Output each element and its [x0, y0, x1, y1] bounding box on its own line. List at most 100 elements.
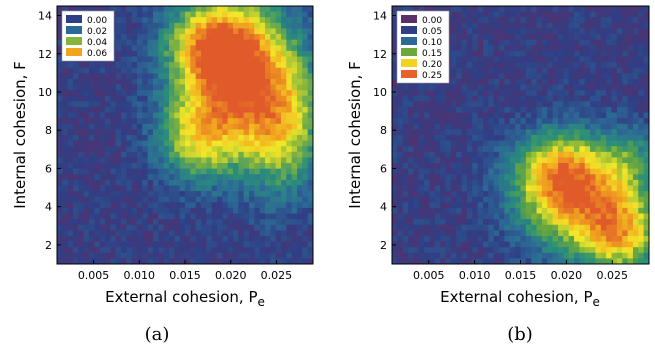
- heat-cell: [153, 235, 159, 242]
- heat-cell: [142, 11, 149, 18]
- heat-cell: [397, 146, 404, 153]
- heat-cell: [509, 106, 516, 113]
- heat-cell: [466, 73, 473, 80]
- heat-cell: [638, 258, 645, 265]
- heat-cell: [408, 118, 414, 125]
- heat-cell: [483, 67, 489, 74]
- heat-cell: [249, 151, 255, 158]
- heat-cell: [201, 73, 207, 80]
- heat-cell: [126, 6, 133, 13]
- heat-cell: [254, 140, 261, 147]
- heat-cell: [259, 140, 266, 147]
- heat-cell: [83, 207, 90, 214]
- heat-cell: [211, 235, 218, 242]
- heat-cell: [131, 112, 138, 119]
- heat-cell: [265, 140, 271, 147]
- heat-cell: [307, 34, 314, 41]
- heat-cell: [57, 129, 63, 136]
- heat-cell: [206, 235, 213, 242]
- heat-cell: [195, 174, 202, 181]
- heat-cell: [413, 90, 420, 97]
- heat-cell: [616, 118, 623, 125]
- heat-cell: [281, 258, 287, 265]
- heat-cell: [259, 247, 266, 254]
- heat-cell: [574, 67, 580, 74]
- heat-cell: [89, 6, 95, 13]
- heat-cell: [493, 67, 500, 74]
- heat-cell: [185, 6, 191, 13]
- heat-cell: [169, 56, 175, 63]
- heat-cell: [499, 174, 505, 181]
- heat-cell: [515, 123, 521, 130]
- heat-cell: [254, 17, 261, 24]
- heat-cell: [195, 135, 202, 142]
- heat-cell: [616, 140, 623, 147]
- heat-cell: [238, 185, 245, 192]
- heat-cell: [493, 45, 500, 52]
- heat-cell: [291, 39, 298, 46]
- heat-cell: [179, 241, 186, 248]
- heat-cell: [307, 235, 314, 242]
- heat-cell: [611, 50, 618, 57]
- heat-cell: [302, 224, 309, 231]
- heat-cell: [531, 196, 537, 203]
- heat-cell: [643, 11, 650, 18]
- heat-cell: [163, 191, 170, 198]
- heat-cell: [509, 219, 516, 226]
- heat-cell: [515, 95, 521, 102]
- heat-cell: [402, 118, 409, 125]
- heat-cell: [488, 258, 495, 265]
- heat-cell: [616, 17, 623, 24]
- heat-cell: [557, 151, 564, 158]
- heat-cell: [477, 106, 484, 113]
- heat-cell: [121, 146, 127, 153]
- heat-cell: [472, 11, 479, 18]
- heat-cell: [259, 118, 266, 125]
- heat-cell: [579, 90, 586, 97]
- heat-cell: [249, 112, 255, 119]
- heat-cell: [201, 101, 207, 108]
- heat-cell: [115, 6, 122, 13]
- heat-cell: [126, 95, 133, 102]
- heat-cell: [643, 179, 650, 186]
- heat-cell: [201, 224, 207, 231]
- heat-cell: [563, 146, 570, 153]
- heat-cell: [195, 78, 202, 85]
- heat-cell: [153, 45, 159, 52]
- heat-cell: [115, 129, 122, 136]
- heat-cell: [568, 28, 575, 35]
- heat-cell: [131, 191, 138, 198]
- heat-cell: [217, 230, 223, 237]
- heat-cell: [552, 28, 559, 35]
- heat-cell: [450, 62, 457, 69]
- heat-cell: [466, 28, 473, 35]
- heat-cell: [392, 219, 398, 226]
- heat-cell: [57, 157, 63, 164]
- heat-cell: [115, 56, 122, 63]
- heat-cell: [504, 90, 511, 97]
- heat-cell: [78, 129, 85, 136]
- heat-cell: [211, 17, 218, 24]
- heat-cell: [265, 84, 271, 91]
- heat-cell: [461, 95, 468, 102]
- heat-cell: [281, 191, 287, 198]
- heat-cell: [525, 174, 532, 181]
- heat-cell: [206, 45, 213, 52]
- heat-cell: [190, 146, 197, 153]
- heat-cell: [515, 258, 521, 265]
- heat-cell: [291, 174, 298, 181]
- heat-cell: [461, 84, 468, 91]
- heat-cell: [547, 146, 554, 153]
- heat-cell: [408, 235, 414, 242]
- heat-cell: [201, 28, 207, 35]
- heat-cell: [611, 151, 618, 158]
- heat-cell: [158, 196, 165, 203]
- heat-cell: [89, 73, 95, 80]
- heat-cell: [590, 62, 596, 69]
- heat-cell: [643, 101, 650, 108]
- heat-cell: [126, 151, 133, 158]
- heat-cell: [297, 106, 303, 113]
- heat-cell: [461, 247, 468, 254]
- heat-cell: [238, 62, 245, 69]
- heat-cell: [254, 174, 261, 181]
